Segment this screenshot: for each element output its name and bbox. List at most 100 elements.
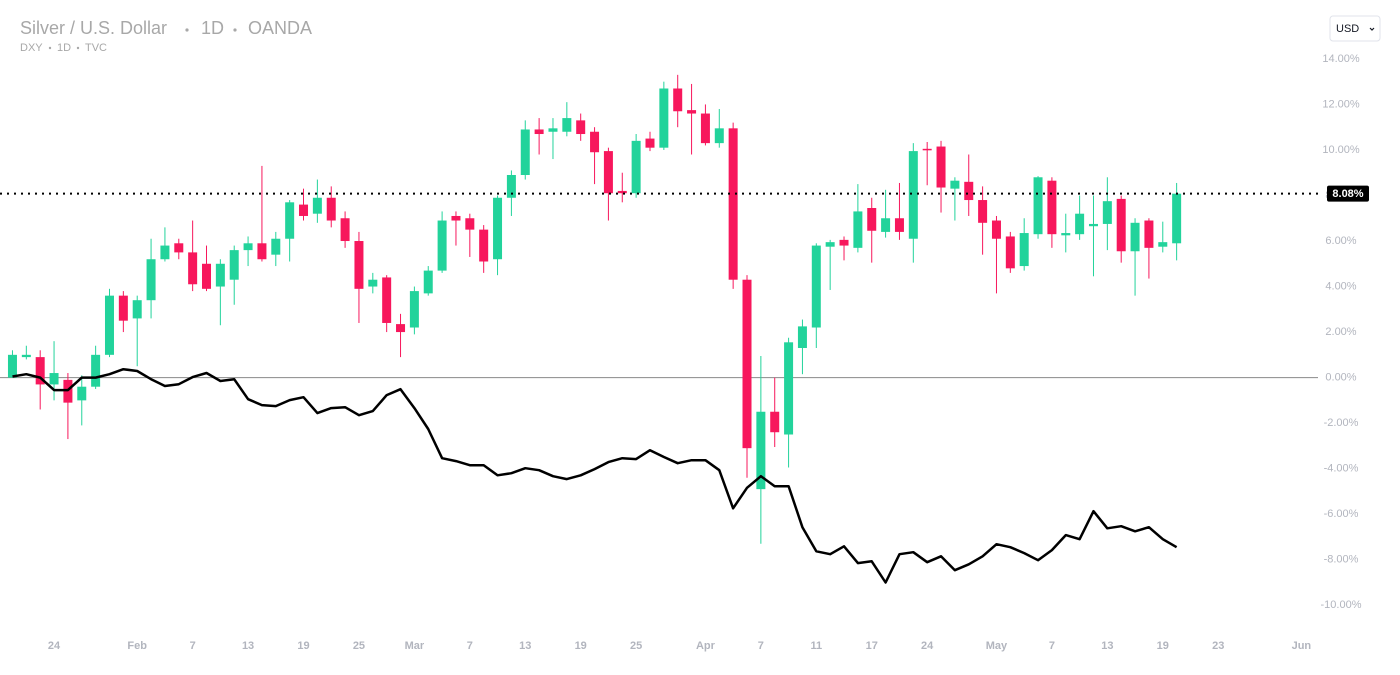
candle-body [451,215,461,221]
x-tick-label: 17 [866,640,878,652]
currency-button[interactable]: USD [1329,15,1381,42]
candle-body [354,241,364,289]
candle-body [714,128,724,144]
y-tick-label: -8.00% [1324,554,1359,566]
candle-body [631,140,641,194]
candle-body [35,357,45,385]
candle-body [1075,213,1085,235]
x-tick-label: 7 [467,640,473,652]
candle-body [659,88,669,148]
x-tick-label: 19 [297,640,309,652]
x-tick-label: 24 [921,640,934,652]
candle-body [908,151,918,239]
separator [48,46,52,50]
separator [233,28,237,32]
candle-body [978,200,988,223]
candle-body [881,218,891,232]
x-tick-label: 7 [1049,640,1055,652]
candle-body [243,243,253,251]
candle-body [1061,233,1071,236]
candle-body [215,263,225,287]
candle-body [894,218,904,232]
candle-body [188,252,198,285]
candle-body [493,197,503,260]
chevron[interactable] [1369,27,1375,31]
last-price-label: 8.08% [1332,188,1363,200]
overlay-line [12,367,1178,584]
x-tick-label: 25 [630,640,642,652]
candle-body [160,245,170,260]
candle-body [673,88,683,112]
candle-body [922,148,932,151]
candle-body [299,204,309,216]
candle-body [1088,223,1098,227]
candle-body [1130,222,1140,252]
candle-body [7,354,17,378]
last-price-tag [1327,185,1369,202]
candle-body [396,324,406,333]
overlay-interval: 1D [57,42,71,54]
exchange: OANDA [248,18,312,38]
candle-body [1172,193,1182,244]
candle-body [1158,242,1168,247]
separator [185,28,189,32]
candle-body [562,118,572,132]
candle-body [770,411,780,433]
x-tick-label: Jun [1292,640,1312,652]
x-tick-label: 13 [1101,640,1113,652]
candle-body [534,129,544,135]
currency-button-frame[interactable] [1329,15,1381,42]
y-tick-label: 10.00% [1322,144,1360,156]
x-tick-label: 23 [1212,640,1224,652]
candle-body [964,181,974,201]
candle-body [285,202,295,239]
x-tick-label: 11 [810,640,822,652]
candle-body [368,279,378,287]
candle-body [229,250,239,280]
candle-body [853,211,863,248]
currency-label[interactable]: USD [1336,23,1359,35]
candle-body [1005,236,1015,269]
candle-body [936,146,946,188]
candle-body [146,259,156,301]
y-tick-label: 4.00% [1325,280,1356,292]
y-tick-label: 6.00% [1325,235,1356,247]
overlay-exchange: TVC [85,42,107,54]
candle-body [797,326,807,349]
candle-body [1033,177,1043,235]
plot-area [0,74,1318,584]
x-tick-label: May [986,640,1008,652]
candle-body [700,113,710,144]
candle-body [202,263,212,289]
x-tick-label: Feb [127,640,147,652]
candle-body [1047,180,1057,235]
candle-body [1116,198,1126,252]
candle-body [1019,233,1029,267]
candle-body [479,229,489,262]
candle-body [590,131,600,153]
candle-body [437,220,447,271]
candle-body [49,373,59,385]
y-tick-label: -6.00% [1324,508,1359,520]
chart-title: Silver / U.S. Dollar [20,18,167,38]
candle-body [839,239,849,246]
candle-body [811,245,821,328]
x-tick-label: 13 [519,640,531,652]
candle-body [91,354,101,387]
candle-body [132,300,142,319]
x-tick-label: Apr [696,640,716,652]
candle-body [340,218,350,242]
candle-body [728,128,738,280]
y-tick-label: -4.00% [1324,463,1359,475]
x-tick-label: 19 [575,640,587,652]
candle-body [409,291,419,328]
candle-body [104,295,114,355]
candle-body [21,354,31,358]
candle-body [576,120,586,135]
candle-body [950,180,960,189]
x-tick-label: Mar [405,640,425,652]
candle-body [382,277,392,323]
candle-body [118,295,128,321]
